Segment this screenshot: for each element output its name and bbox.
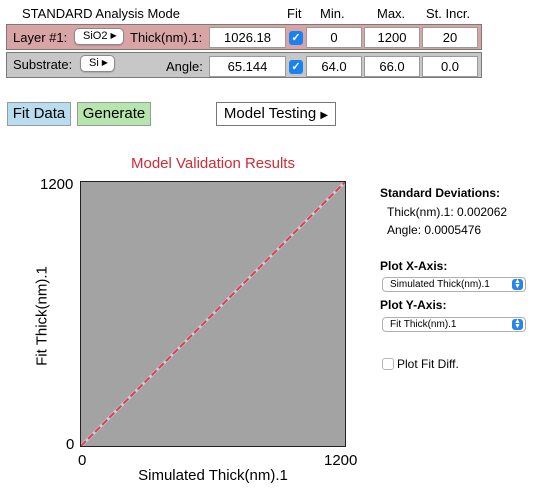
plot-x-axis-select[interactable]: Simulated Thick(nm).1 ▲ ▼ bbox=[382, 277, 526, 292]
layer-value-field[interactable]: 1026.18 bbox=[209, 27, 286, 48]
triangle-right-icon: ▶ bbox=[110, 31, 117, 40]
x-tick-max: 1200 bbox=[324, 452, 358, 469]
max-column-header: Max. bbox=[377, 6, 406, 21]
plot-y-axis-value: Fit Thick(nm).1 bbox=[390, 319, 457, 330]
plot-fit-diff-checkbox[interactable] bbox=[382, 358, 394, 370]
model-testing-label: Model Testing bbox=[223, 105, 317, 122]
plot-fit-diff-label: Plot Fit Diff. bbox=[397, 357, 459, 371]
chart-title: Model Validation Results bbox=[131, 155, 295, 172]
plot-x-axis-label: Plot X-Axis: bbox=[380, 259, 448, 273]
analysis-mode-title: STANDARD Analysis Mode bbox=[22, 6, 180, 21]
layer-label: Layer #1: bbox=[13, 30, 68, 45]
substrate-max-field[interactable]: 66.0 bbox=[364, 56, 420, 77]
min-column-header: Min. bbox=[320, 6, 345, 21]
triangle-right-icon: ▶ bbox=[320, 110, 329, 121]
plot-x-axis-value: Simulated Thick(nm).1 bbox=[390, 279, 490, 290]
checkmark-icon: ✓ bbox=[291, 32, 301, 44]
step-column-header: St. Incr. bbox=[426, 6, 471, 21]
substrate-value-field[interactable]: 65.144 bbox=[209, 56, 286, 77]
triangle-right-icon: ▶ bbox=[101, 58, 108, 67]
substrate-param-label: Angle: bbox=[166, 59, 203, 74]
y-tick-min: 0 bbox=[66, 436, 75, 453]
plot-y-axis-label: Plot Y-Axis: bbox=[380, 298, 447, 312]
generate-button[interactable]: Generate bbox=[77, 102, 151, 126]
layer-min-field[interactable]: 0 bbox=[306, 27, 362, 48]
layer-param-label: Thick(nm).1: bbox=[130, 30, 203, 45]
substrate-fit-checkbox[interactable]: ✓ bbox=[289, 60, 303, 74]
substrate-material-value: Si bbox=[89, 57, 99, 69]
updown-arrows-icon: ▲ ▼ bbox=[512, 318, 523, 330]
substrate-label: Substrate: bbox=[13, 57, 73, 72]
plot-y-axis-select[interactable]: Fit Thick(nm).1 ▲ ▼ bbox=[382, 317, 526, 332]
std-dev-angle: Angle: 0.0005476 bbox=[387, 223, 482, 237]
layer-fit-checkbox[interactable]: ✓ bbox=[289, 31, 303, 45]
model-testing-button[interactable]: Model Testing ▶ bbox=[216, 102, 336, 126]
y-tick-max: 1200 bbox=[40, 176, 74, 193]
plot-svg bbox=[81, 182, 345, 446]
y-axis-label: Fit Thick(nm).1 bbox=[33, 266, 51, 366]
fit-column-header: Fit bbox=[287, 6, 302, 21]
series-line-0 bbox=[81, 182, 345, 446]
layer-material-popup[interactable]: SiO2 ▶ bbox=[74, 28, 124, 45]
plot-area bbox=[80, 181, 346, 447]
substrate-min-field[interactable]: 64.0 bbox=[306, 56, 362, 77]
substrate-material-popup[interactable]: Si ▶ bbox=[80, 55, 115, 72]
x-axis-label: Simulated Thick(nm).1 bbox=[138, 467, 288, 484]
checkmark-icon: ✓ bbox=[291, 61, 301, 73]
x-tick-min: 0 bbox=[78, 452, 87, 469]
layer-material-value: SiO2 bbox=[83, 30, 108, 42]
std-dev-title: Standard Deviations: bbox=[380, 186, 501, 200]
fit-data-button[interactable]: Fit Data bbox=[7, 102, 71, 126]
layer-step-field[interactable]: 20 bbox=[422, 27, 478, 48]
layer-max-field[interactable]: 1200 bbox=[364, 27, 420, 48]
substrate-step-field[interactable]: 0.0 bbox=[422, 56, 478, 77]
updown-arrows-icon: ▲ ▼ bbox=[512, 278, 523, 290]
std-dev-thick: Thick(nm).1: 0.002062 bbox=[387, 205, 508, 219]
